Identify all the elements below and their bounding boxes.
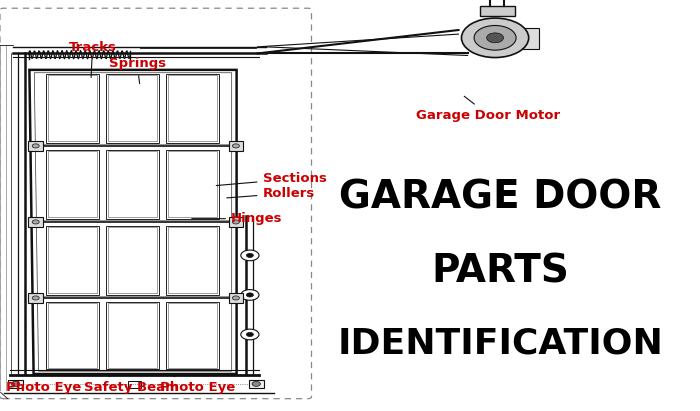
- Text: Safety Beam: Safety Beam: [84, 376, 179, 394]
- Bar: [166, 302, 219, 369]
- Circle shape: [11, 381, 20, 386]
- Bar: [480, 6, 514, 16]
- Bar: [48, 75, 97, 141]
- Text: Springs: Springs: [108, 57, 166, 83]
- Bar: [108, 303, 157, 368]
- Bar: [469, 28, 539, 49]
- Bar: [229, 293, 243, 303]
- Text: IDENTIFICATION: IDENTIFICATION: [337, 326, 664, 360]
- Bar: [106, 74, 159, 143]
- Circle shape: [232, 296, 239, 300]
- Bar: [108, 75, 157, 141]
- Bar: [106, 302, 159, 369]
- Bar: [168, 151, 217, 217]
- Bar: [229, 141, 243, 151]
- Bar: [28, 141, 43, 151]
- Circle shape: [241, 290, 259, 300]
- Bar: [168, 227, 217, 293]
- Circle shape: [32, 144, 39, 148]
- Circle shape: [246, 293, 253, 297]
- Bar: [8, 380, 23, 388]
- Circle shape: [474, 25, 516, 50]
- Circle shape: [246, 332, 253, 337]
- Circle shape: [461, 18, 528, 58]
- Bar: [168, 75, 217, 141]
- Circle shape: [241, 250, 259, 261]
- Text: Photo Eye: Photo Eye: [6, 374, 80, 394]
- Circle shape: [246, 253, 253, 257]
- Circle shape: [232, 144, 239, 148]
- Text: Garage Door Motor: Garage Door Motor: [416, 96, 561, 122]
- Circle shape: [252, 381, 260, 386]
- Text: Rollers: Rollers: [227, 187, 315, 200]
- Bar: [229, 217, 243, 227]
- Bar: [46, 150, 99, 219]
- Bar: [168, 303, 217, 368]
- Bar: [166, 74, 219, 143]
- Circle shape: [241, 329, 259, 340]
- Bar: [106, 226, 159, 295]
- Bar: [48, 151, 97, 217]
- Bar: [128, 381, 141, 388]
- Circle shape: [32, 220, 39, 224]
- Bar: [28, 217, 43, 227]
- Bar: [48, 303, 97, 368]
- Text: Photo Eye: Photo Eye: [160, 376, 234, 394]
- Bar: [48, 227, 97, 293]
- Bar: [248, 380, 264, 388]
- Bar: [28, 293, 43, 303]
- Text: GARAGE DOOR: GARAGE DOOR: [340, 178, 662, 216]
- Bar: [108, 227, 157, 293]
- Bar: [46, 226, 99, 295]
- Text: Tracks: Tracks: [69, 41, 116, 77]
- Bar: [108, 151, 157, 217]
- Text: PARTS: PARTS: [432, 252, 569, 290]
- Bar: [166, 150, 219, 219]
- Text: Sections: Sections: [216, 172, 326, 185]
- Bar: [166, 226, 219, 295]
- Circle shape: [32, 296, 39, 300]
- Circle shape: [232, 220, 239, 224]
- Bar: [106, 150, 159, 219]
- Bar: [46, 74, 99, 143]
- Circle shape: [486, 33, 503, 43]
- Bar: [46, 302, 99, 369]
- Text: Hinges: Hinges: [192, 212, 283, 225]
